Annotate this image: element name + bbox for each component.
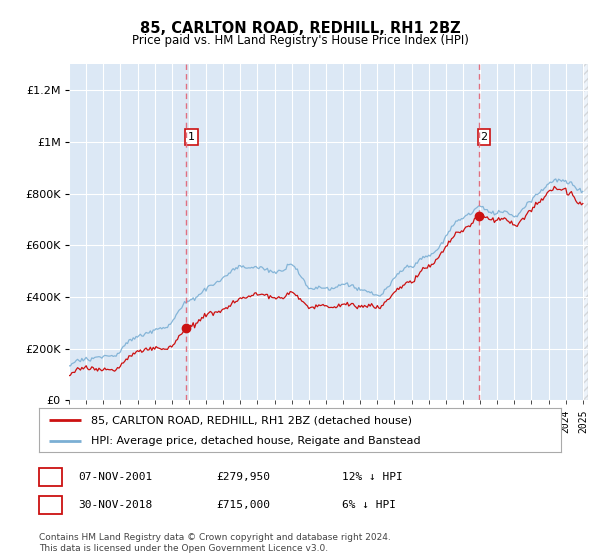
Text: HPI: Average price, detached house, Reigate and Banstead: HPI: Average price, detached house, Reig… xyxy=(91,436,421,446)
Text: Contains HM Land Registry data © Crown copyright and database right 2024.
This d: Contains HM Land Registry data © Crown c… xyxy=(39,533,391,553)
Text: 1: 1 xyxy=(188,132,195,142)
Text: 07-NOV-2001: 07-NOV-2001 xyxy=(78,472,152,482)
Text: 2: 2 xyxy=(47,500,54,510)
Text: 6% ↓ HPI: 6% ↓ HPI xyxy=(342,500,396,510)
Text: 1: 1 xyxy=(47,472,54,482)
Text: 12% ↓ HPI: 12% ↓ HPI xyxy=(342,472,403,482)
Text: 2: 2 xyxy=(481,132,488,142)
Text: 30-NOV-2018: 30-NOV-2018 xyxy=(78,500,152,510)
Text: Price paid vs. HM Land Registry's House Price Index (HPI): Price paid vs. HM Land Registry's House … xyxy=(131,34,469,46)
Text: £279,950: £279,950 xyxy=(216,472,270,482)
Text: £715,000: £715,000 xyxy=(216,500,270,510)
Text: 85, CARLTON ROAD, REDHILL, RH1 2BZ: 85, CARLTON ROAD, REDHILL, RH1 2BZ xyxy=(140,21,460,36)
Text: 85, CARLTON ROAD, REDHILL, RH1 2BZ (detached house): 85, CARLTON ROAD, REDHILL, RH1 2BZ (deta… xyxy=(91,415,412,425)
